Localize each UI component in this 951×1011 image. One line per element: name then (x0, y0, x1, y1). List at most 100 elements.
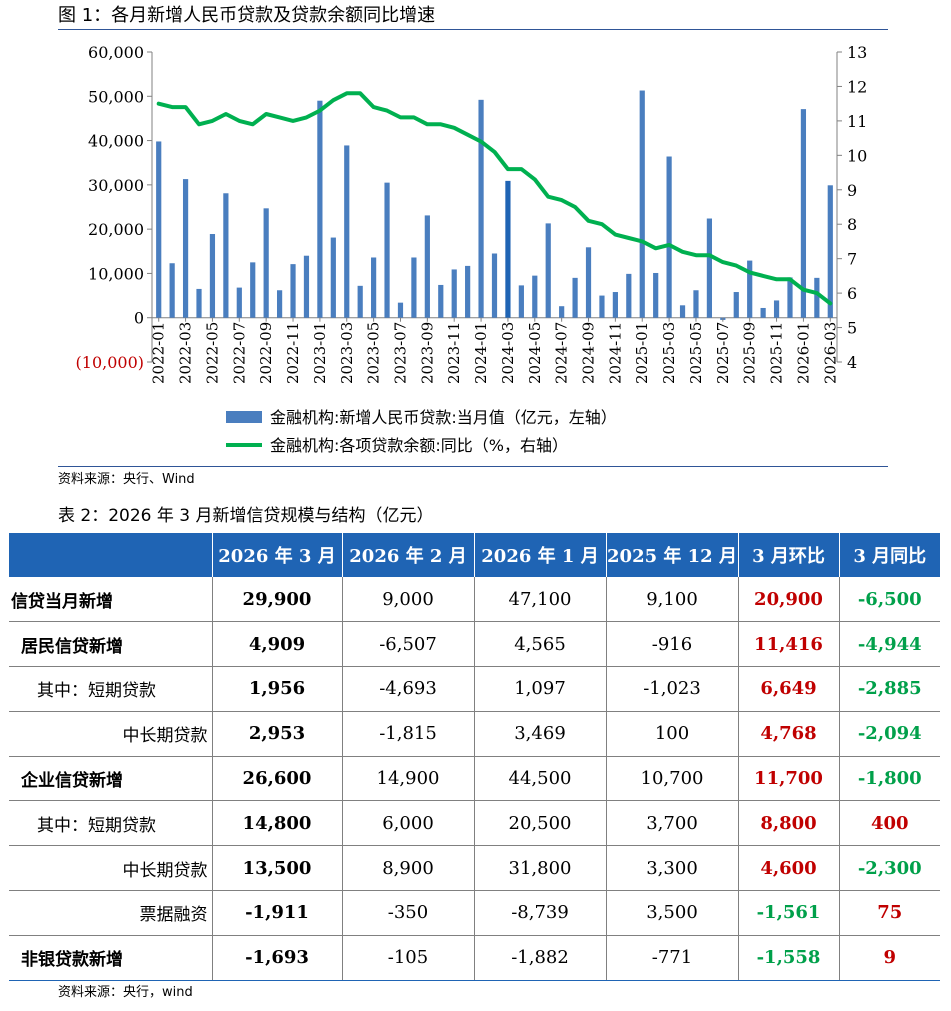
bar (411, 257, 417, 318)
x-tick-label: 2024-11 (606, 322, 624, 384)
table-cell: -8,739 (474, 890, 607, 936)
bar (357, 285, 363, 318)
bar (438, 284, 444, 318)
right-tick-label: 6 (847, 284, 857, 303)
legend-bar-swatch (226, 411, 262, 423)
table-cell: 2,953 (212, 711, 343, 757)
table-cell: 26,600 (212, 756, 343, 802)
bar (612, 292, 618, 318)
x-tick-label: 2023-05 (365, 322, 383, 384)
column-header: 2026 年 3 月 (211, 533, 342, 577)
table-cell: -1,558 (738, 935, 840, 981)
right-tick-label: 5 (847, 319, 857, 338)
bar (545, 223, 551, 318)
table-cell: -2,094 (839, 711, 940, 757)
right-tick-label: 10 (847, 146, 867, 165)
bar (209, 234, 216, 318)
figure-source: 资料来源：央行、Wind (58, 466, 888, 490)
table-row: 中长期贷款 13,500 8,900 31,800 3,300 4,600 -2,300 (9, 845, 940, 892)
x-tick-label: 2025-07 (714, 322, 732, 384)
bar (747, 260, 753, 318)
x-tick-label: 2022-05 (203, 322, 221, 384)
bar (706, 218, 713, 318)
table-cell: 400 (839, 800, 940, 847)
table-cell: 4,565 (474, 621, 607, 668)
left-tick-label: 50,000 (88, 87, 144, 106)
x-tick-label: 2022-07 (230, 322, 248, 384)
table-cell: -2,300 (839, 845, 940, 892)
table-cell: 3,500 (606, 890, 739, 936)
right-tick-label: 9 (847, 181, 857, 200)
header-blank (9, 533, 212, 577)
column-header: 3 月同比 (838, 533, 940, 577)
table-body: 信贷当月新增 29,900 9,000 47,100 9,100 20,900 -6,500… (9, 577, 940, 981)
bar (397, 302, 404, 318)
bar (760, 307, 766, 318)
table-cell: -1,815 (342, 711, 475, 757)
row-label: 非银贷款新增 (9, 935, 213, 981)
bar (344, 145, 350, 318)
table-cell: 6,649 (738, 666, 840, 712)
bar (653, 272, 659, 318)
table-cell: 4,909 (212, 621, 343, 668)
growth-line (156, 91, 833, 306)
table-row: 其中：短期贷款 1,956 -4,693 1,097 -1,023 6,649 -2,885 (9, 666, 940, 712)
table-cell: -1,693 (212, 935, 343, 981)
bar (626, 273, 632, 318)
table-cell: 11,700 (738, 756, 840, 802)
table-cell: 14,800 (212, 800, 343, 847)
table-cell: -1,023 (606, 666, 739, 712)
table-cell: 1,956 (212, 666, 343, 712)
table-cell: 4,768 (738, 711, 840, 757)
table-cell: 47,100 (474, 577, 607, 623)
bar (478, 99, 484, 318)
table-cell: 4,600 (738, 845, 840, 892)
bar (787, 277, 793, 318)
x-tick-label: 2022-03 (177, 322, 195, 384)
bar (169, 263, 175, 318)
table-row: 其中：短期贷款 14,800 6,000 20,500 3,700 8,800 400 (9, 800, 940, 847)
bar (827, 185, 833, 318)
bar (303, 255, 310, 318)
table-cell: -916 (606, 621, 739, 668)
x-tick-label: 2025-05 (687, 322, 705, 384)
bar (518, 285, 524, 318)
row-label: 信贷当月新增 (9, 577, 213, 623)
bar (371, 257, 377, 318)
left-tick-label: (10,000) (76, 353, 144, 372)
bar (800, 109, 807, 318)
x-tick-label: 2024-01 (472, 322, 490, 384)
row-label: 居民信贷新增 (9, 621, 213, 668)
x-tick-label: 2022-01 (150, 322, 168, 384)
bar (384, 182, 390, 318)
x-tick-label: 2026-03 (821, 322, 839, 384)
x-tick-label: 2023-09 (418, 322, 436, 384)
table-cell: -771 (606, 935, 739, 981)
x-tick-label: 2023-03 (338, 322, 356, 384)
table-cell: 3,300 (606, 845, 739, 892)
table-cell: 100 (606, 711, 739, 757)
bar (236, 287, 242, 318)
left-tick-label: 60,000 (88, 43, 144, 62)
x-tick-label: 2023-07 (391, 322, 409, 384)
table-cell: 8,800 (738, 800, 840, 847)
left-tick-label: 30,000 (88, 176, 144, 195)
bar (424, 215, 430, 318)
bar (317, 100, 323, 318)
loan-chart: (10,000) 0 10,000 20,000 30,000 40,000 50,000 6… (76, 43, 868, 455)
column-header: 3 月环比 (737, 533, 839, 577)
bar (330, 237, 336, 318)
x-tick-label: 2023-01 (311, 322, 329, 384)
bar (639, 90, 645, 318)
right-tick-label: 4 (847, 353, 857, 372)
right-tick-label: 8 (847, 215, 857, 234)
x-tick-label: 2025-03 (660, 322, 678, 384)
row-label: 中长期贷款 (9, 845, 213, 892)
bar (250, 262, 256, 318)
bar (666, 156, 672, 318)
table-cell: -1,911 (212, 890, 343, 936)
table-cell: 9,000 (342, 577, 475, 623)
figure-title: 图 1：各月新增人民币贷款及贷款余额同比增速 (58, 4, 888, 30)
table-cell: 13,500 (212, 845, 343, 892)
bar (585, 247, 592, 318)
